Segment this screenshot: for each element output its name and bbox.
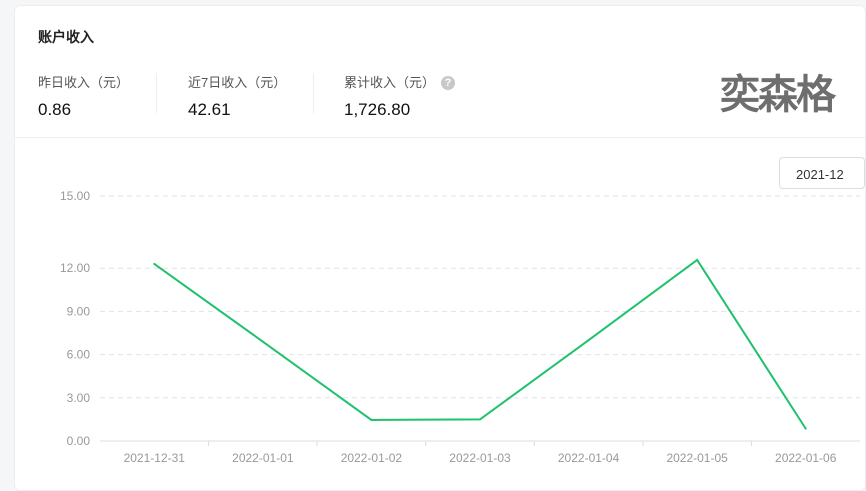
- x-tick-label: 2022-01-01: [232, 451, 294, 465]
- data-point: [804, 427, 807, 430]
- x-tick-label: 2022-01-05: [666, 451, 728, 465]
- y-tick-label: 6.00: [67, 348, 91, 362]
- x-tick-label: 2022-01-02: [341, 451, 403, 465]
- x-tick-label: 2022-01-03: [449, 451, 511, 465]
- stat-yesterday: 昨日收入（元） 0.86: [38, 72, 129, 120]
- stat-label: 累计收入（元）: [344, 75, 436, 90]
- stat-value: 1,726.80: [344, 100, 411, 119]
- x-tick-label: 2021-12-31: [124, 451, 186, 465]
- divider: [15, 137, 865, 138]
- stat-total: 累计收入（元） 1,726.80: [344, 72, 435, 120]
- card-title: 账户收入: [38, 29, 94, 45]
- stat-label: 近7日收入（元）: [188, 75, 287, 90]
- data-point: [696, 258, 699, 261]
- stat-value: 42.61: [188, 100, 231, 119]
- x-tick-label: 2022-01-06: [775, 451, 837, 465]
- date-range-picker[interactable]: 2021-12: [779, 157, 865, 189]
- account-income-card: 账户收入 昨日收入（元） 0.86 近7日收入（元） 42.61 累计收入（元）…: [14, 5, 866, 491]
- data-point: [153, 262, 156, 265]
- y-tick-label: 3.00: [67, 391, 91, 405]
- data-point: [587, 339, 590, 342]
- y-tick-label: 15.00: [60, 189, 90, 203]
- stat-label: 昨日收入（元）: [38, 75, 130, 90]
- data-point: [479, 418, 481, 421]
- y-tick-label: 12.00: [60, 261, 90, 275]
- x-tick-label: 2022-01-04: [558, 451, 620, 465]
- divider: [156, 73, 157, 113]
- y-tick-label: 0.00: [67, 434, 91, 448]
- divider: [313, 73, 314, 113]
- data-point: [261, 340, 264, 343]
- question-circle-icon[interactable]: ?: [441, 76, 455, 90]
- stat-value: 0.86: [38, 100, 72, 119]
- data-point: [370, 418, 373, 421]
- series-line: [153, 258, 807, 430]
- y-tick-label: 9.00: [67, 304, 91, 318]
- watermark-logo: 奕森格: [720, 73, 836, 117]
- stat-7day: 近7日收入（元） 42.61: [188, 72, 286, 120]
